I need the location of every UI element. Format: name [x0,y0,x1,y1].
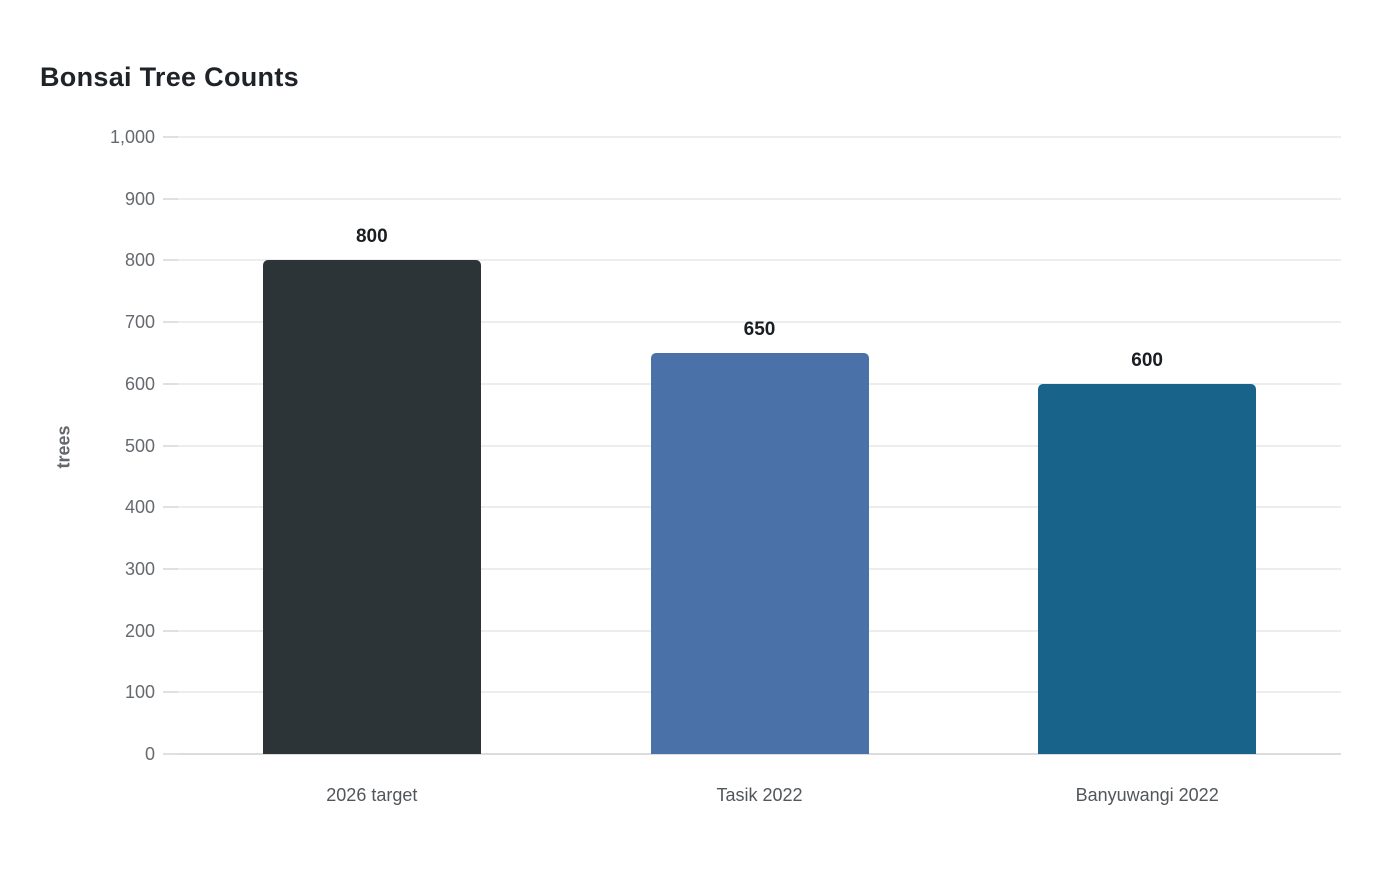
y-tick-label: 800 [124,250,155,271]
y-tick-mark [163,753,178,755]
bar-tasik-2022[interactable] [650,352,869,754]
y-tick-label: 1,000 [109,127,155,147]
y-tick-mark [163,567,178,570]
chart-title: Bonsai Tree Counts [40,62,299,92]
x-category-label: Tasik 2022 [716,785,803,805]
y-tick-label: 600 [124,373,155,394]
x-axis-baseline [178,753,1341,755]
y-tick-label: 200 [124,620,155,641]
y-tick-label: 700 [124,312,155,333]
y-tick-mark [163,321,178,324]
y-tick-mark [163,629,178,632]
gridline [178,136,1341,138]
y-tick-label: 400 [124,497,155,518]
y-tick-mark [163,506,178,509]
gridline [178,259,1341,262]
y-tick-mark [163,136,178,138]
y-tick-mark [163,444,178,447]
y-tick-mark [163,259,178,262]
y-tick-label: 100 [124,682,155,703]
plot-area [178,136,1341,755]
x-category-label: Banyuwangi 2022 [1075,785,1219,805]
y-tick-mark [163,197,178,200]
gridline [178,197,1341,200]
bar-value-label: 800 [355,226,388,248]
y-tick-label: 300 [124,558,155,579]
bar-value-label: 650 [743,318,776,340]
bar-2026-target[interactable] [262,260,481,754]
bar-value-label: 600 [1131,349,1163,371]
y-tick-mark [163,691,178,694]
y-tick-label: 500 [124,435,155,456]
y-tick-label: 900 [124,188,155,209]
bar-banyuwangi-2022[interactable] [1038,383,1257,754]
y-tick-mark [163,382,178,385]
y-tick-label: 0 [144,744,155,764]
x-category-label: 2026 target [326,785,418,805]
gridline [178,321,1341,324]
